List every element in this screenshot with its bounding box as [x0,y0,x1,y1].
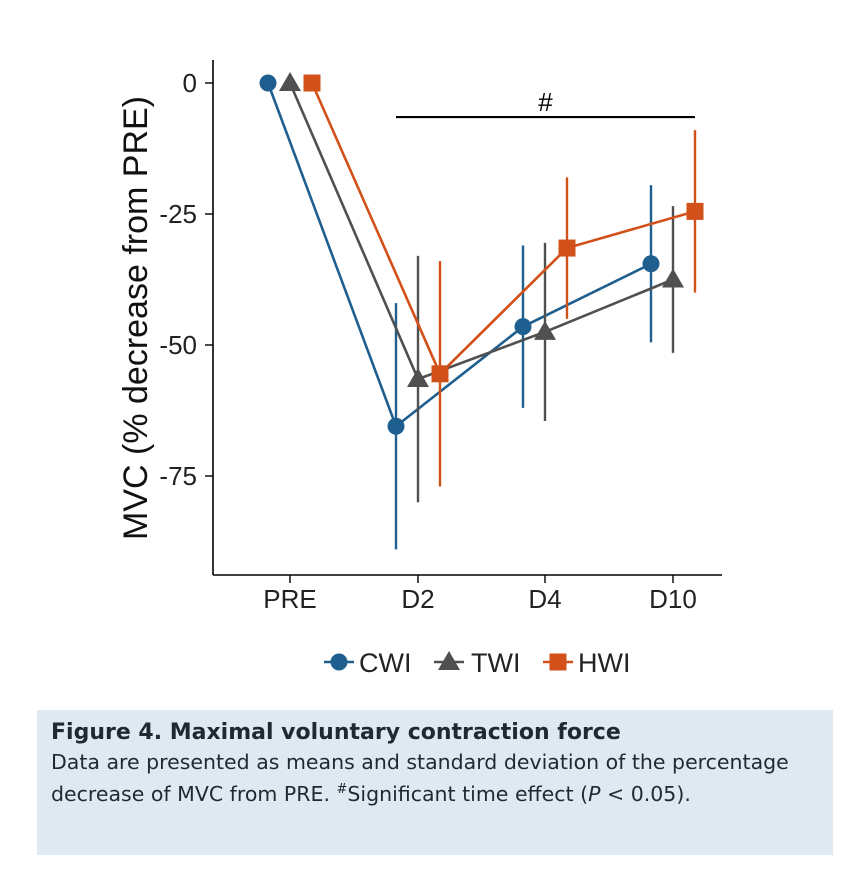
x-tick-label: PRE [263,584,316,614]
series-twi [279,72,684,503]
data-point [534,320,556,340]
caption-text-part2: Significant time effect ( [347,781,589,806]
series-line [288,82,674,381]
mvc-line-chart: MVC (% decrease from PRE) 0 -25 -50 -75 PRE D… [117,60,722,678]
legend-label: HWI [578,648,630,678]
x-tick-label: D4 [528,584,561,614]
caption-p-symbol: P [588,781,601,806]
data-point [686,202,704,220]
series-line [266,82,652,429]
legend-marker [330,653,348,671]
data-point [279,72,301,91]
data-point [558,239,576,257]
y-tick-label: -50 [159,330,197,360]
y-tick-label: -25 [159,199,197,229]
legend-label: TWI [471,648,520,678]
x-tick-label: D2 [401,584,434,614]
data-point [303,74,321,92]
legend-item-cwi: CWI [324,648,411,678]
legend-item-twi: TWI [434,648,520,678]
caption-superscript: # [336,782,348,797]
y-tick-label: -75 [159,461,197,491]
data-point [387,417,405,435]
caption-text: Data are presented as means and standard… [51,748,819,808]
caption-text-part1: Data are presented as means and standard… [51,750,789,806]
series-cwi [259,74,660,550]
y-axis-label: MVC (% decrease from PRE) [117,96,155,540]
x-tick-label: D10 [649,584,697,614]
legend-label: CWI [359,648,411,678]
series-hwi [303,74,704,487]
figure-caption: Figure 4. Maximal voluntary contraction … [37,710,833,855]
data-point [259,74,277,92]
y-tick-label: 0 [183,68,197,98]
legend-marker [438,651,460,670]
legend-marker [549,653,567,671]
caption-title: Figure 4. Maximal voluntary contraction … [51,720,621,745]
significance-marker: # [538,87,553,117]
caption-text-part3: < 0.05). [600,781,691,806]
data-point [662,268,684,288]
data-point [514,318,532,336]
data-point [431,365,449,383]
series-line [310,82,696,377]
legend: CWI TWI HWI [324,648,630,678]
legend-item-hwi: HWI [543,648,630,678]
data-point [642,255,660,273]
data-point [407,368,429,388]
